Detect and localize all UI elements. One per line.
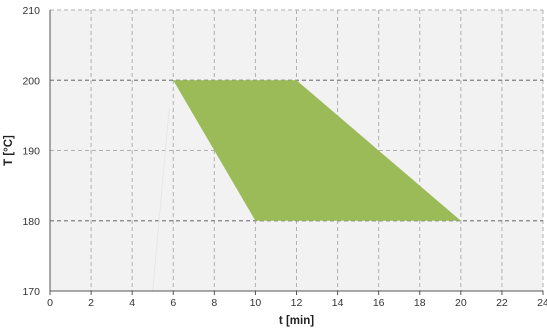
process-window-area bbox=[173, 80, 461, 221]
faint-ramp-line bbox=[152, 108, 170, 292]
y-axis-label: T [°C] bbox=[3, 135, 15, 166]
x-tick-label: 22 bbox=[496, 297, 508, 309]
y-tick-label: 170 bbox=[22, 286, 40, 298]
data-layer bbox=[152, 80, 461, 292]
x-tick-label: 18 bbox=[414, 297, 426, 309]
y-tick-label: 190 bbox=[22, 146, 40, 158]
x-tick-label: 2 bbox=[88, 297, 94, 309]
x-tick-label: 14 bbox=[332, 297, 344, 309]
x-tick-label: 4 bbox=[129, 297, 135, 309]
x-tick-label: 16 bbox=[373, 297, 385, 309]
y-tick-label: 200 bbox=[22, 75, 40, 87]
y-tick-label: 210 bbox=[22, 5, 40, 17]
x-tick-label: 20 bbox=[455, 297, 467, 309]
x-tick-label: 6 bbox=[170, 297, 176, 309]
x-tick-label: 10 bbox=[250, 297, 262, 309]
x-tick-label: 0 bbox=[47, 297, 53, 309]
x-tick-label: 12 bbox=[291, 297, 303, 309]
x-tick-label: 24 bbox=[537, 297, 547, 309]
x-tick-label: 8 bbox=[211, 297, 217, 309]
x-axis-label: t [min] bbox=[279, 315, 314, 327]
y-tick-label: 180 bbox=[22, 216, 40, 228]
axes bbox=[49, 10, 544, 295]
